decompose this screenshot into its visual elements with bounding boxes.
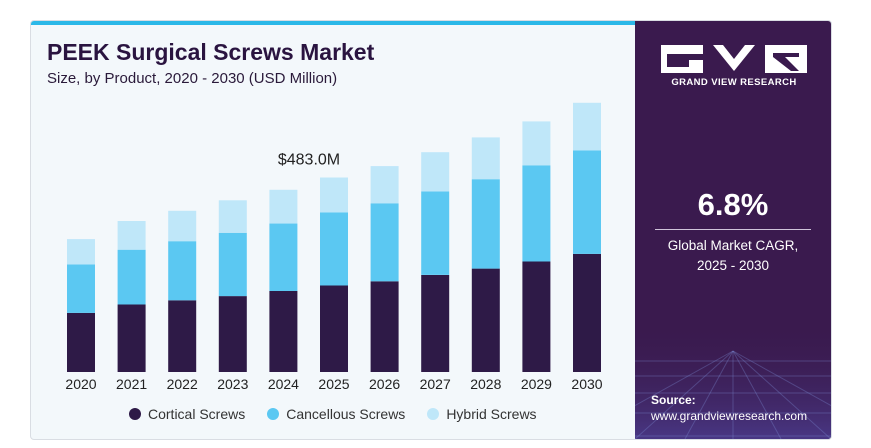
x-tick-label-2024: 2024 <box>268 376 299 392</box>
bar-2030-cancellous-screws <box>573 150 601 254</box>
grand-view-research-logo <box>661 45 807 73</box>
bar-2026-cortical-screws <box>370 281 399 372</box>
bar-2024-cortical-screws <box>269 291 298 372</box>
bar-2025-cortical-screws <box>320 285 348 372</box>
bar-2023-hybrid-screws <box>218 200 247 233</box>
legend: Cortical Screws Cancellous Screws Hybrid… <box>129 406 559 422</box>
bar-2028-hybrid-screws <box>471 137 500 180</box>
bar-2021-hybrid-screws <box>117 221 146 250</box>
legend-label-cortical: Cortical Screws <box>148 406 246 422</box>
legend-label-hybrid: Hybrid Screws <box>446 406 537 422</box>
bar-2022-cortical-screws <box>168 300 197 372</box>
bar-2028-cancellous-screws <box>471 179 500 269</box>
cagr-label: Global Market CAGR, 2025 - 2030 <box>635 236 831 276</box>
x-tick-label-2028: 2028 <box>470 376 501 392</box>
bar-2020-hybrid-screws <box>67 239 95 265</box>
x-tick-label-2029: 2029 <box>521 376 552 392</box>
legend-item-hybrid: Hybrid Screws <box>427 406 537 422</box>
x-tick-label-2023: 2023 <box>217 376 248 392</box>
bar-2022-hybrid-screws <box>168 210 197 242</box>
bar-2027-cancellous-screws <box>421 191 450 275</box>
bar-2027-cortical-screws <box>421 275 450 372</box>
cagr-divider <box>655 229 811 230</box>
bar-2029-cancellous-screws <box>522 165 551 262</box>
accent-bar <box>31 21 635 25</box>
decorative-grid <box>635 321 831 439</box>
bar-2030-cortical-screws <box>573 253 601 372</box>
x-tick-label-2026: 2026 <box>369 376 400 392</box>
bar-2020-cortical-screws <box>67 312 95 372</box>
bar-2026-cancellous-screws <box>370 203 399 282</box>
bar-2020-cancellous-screws <box>67 264 95 313</box>
chart-subtitle: Size, by Product, 2020 - 2030 (USD Milli… <box>47 70 338 87</box>
x-tick-label-2030: 2030 <box>571 376 602 392</box>
source-url: www.grandviewresearch.com <box>651 409 808 423</box>
source-label: Source: <box>651 393 696 407</box>
bar-2028-cortical-screws <box>471 268 500 372</box>
legend-item-cortical: Cortical Screws <box>129 406 245 422</box>
x-tick-label-2021: 2021 <box>116 376 147 392</box>
x-tick-label-2022: 2022 <box>167 376 198 392</box>
bar-2027-hybrid-screws <box>421 152 450 192</box>
chart-title: PEEK Surgical Screws Market <box>47 39 375 65</box>
bar-2025-hybrid-screws <box>320 177 348 213</box>
legend-swatch-cancellous <box>267 408 280 420</box>
brand-name: GRAND VIEW RESEARCH <box>671 77 797 88</box>
bar-2023-cortical-screws <box>218 296 247 372</box>
bar-annotation-2025: $483.0M <box>278 152 340 169</box>
cagr-label-line1: Global Market CAGR, <box>667 238 799 253</box>
cagr-value: 6.8% <box>697 187 769 222</box>
legend-swatch-cortical <box>129 408 141 420</box>
bar-2024-hybrid-screws <box>269 189 298 224</box>
bar-2025-cancellous-screws <box>320 212 348 286</box>
stacked-bar-chart: 2020 2021 2022 2023 2024 2025 2026 2027 2028 2029… <box>65 102 603 392</box>
bar-2023-cancellous-screws <box>218 232 247 297</box>
side-panel: GRAND VIEW RESEARCH 6.8% Global Market C… <box>635 21 831 439</box>
bar-2021-cortical-screws <box>117 304 146 372</box>
bar-2022-cancellous-screws <box>168 241 197 301</box>
x-tick-label-2027: 2027 <box>420 376 451 392</box>
legend-item-cancellous: Cancellous Screws <box>267 406 405 422</box>
legend-label-cancellous: Cancellous Screws <box>286 406 406 422</box>
chart-card: PEEK Surgical Screws Market Size, by Pro… <box>30 20 832 440</box>
x-tick-label-2020: 2020 <box>65 376 96 392</box>
source: Source: www.grandviewresearch.com <box>651 392 807 424</box>
x-tick-label-2025: 2025 <box>318 376 349 392</box>
bar-2021-cancellous-screws <box>117 249 146 305</box>
bar-2029-hybrid-screws <box>522 121 551 166</box>
bar-2030-hybrid-screws <box>573 102 601 151</box>
bar-2026-hybrid-screws <box>370 166 399 204</box>
cagr-label-line2: 2025 - 2030 <box>696 258 770 273</box>
bar-2024-cancellous-screws <box>269 223 298 291</box>
bar-2029-cortical-screws <box>522 261 551 372</box>
legend-swatch-hybrid <box>427 408 440 420</box>
